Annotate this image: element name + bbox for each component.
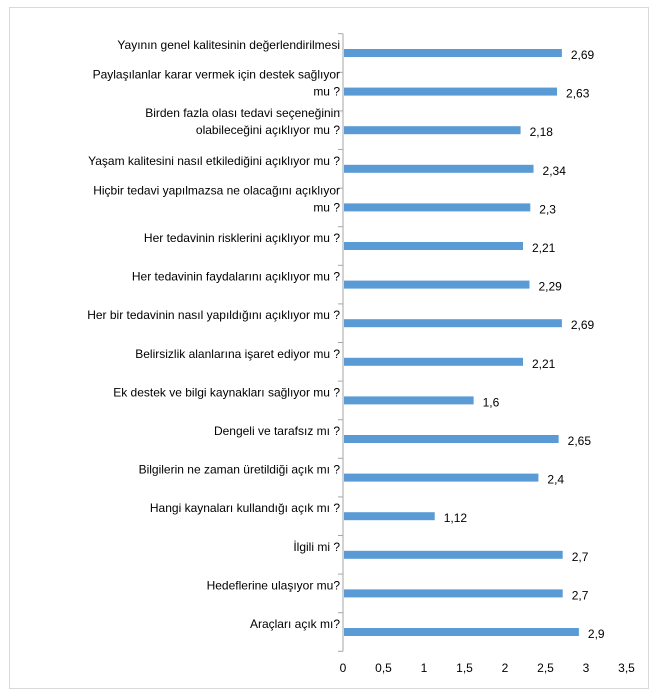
bar [344,396,474,405]
bar [344,242,524,250]
bar [344,628,579,636]
value-label: 2,18 [530,125,554,139]
x-tick-label: 1 [421,661,428,675]
category-label: Her bir tedavinin nasıl yapıldığını açık… [87,308,340,322]
bar [344,589,563,598]
bar [344,203,531,212]
category-label: Her tedavinin risklerini açıklıyor mu ? [144,231,340,245]
bar [344,164,534,173]
category-label: İlgili mi ? [293,540,340,554]
value-label: 2,65 [568,434,592,448]
category-label: Bilgilerin ne zaman üretildiği açık mı ? [139,463,341,477]
category-label: Paylaşılanlar karar vermek için destek s… [93,68,340,82]
category-label: Birden fazla olası tedavi seçeneğinin [145,106,340,120]
category-label: Dengeli ve tarafsız mı ? [214,424,340,438]
bar [344,126,521,135]
x-tick-label: 0,5 [375,661,392,675]
category-labels-group: Yayının genel kalitesinin değerlendirilm… [87,38,340,631]
category-label: Ek destek ve bilgi kaynakları sağlıyor m… [113,385,340,399]
x-tick-label: 3,5 [618,661,635,675]
chart-frame: Yayının genel kalitesinin değerlendirilm… [9,7,649,689]
bar [344,319,562,328]
x-tick-label: 0 [340,661,347,675]
category-label: Araçları açık mı? [250,617,340,631]
x-tick-label: 1,5 [456,661,473,675]
value-label: 2,69 [571,318,595,332]
value-label: 2,9 [588,627,605,641]
bar [344,512,435,521]
value-label: 1,6 [483,395,500,409]
x-tick-labels-group: 0 0,5 1 1,5 2 2,5 3 3,5 [340,661,636,675]
bar [344,435,559,443]
category-label: Yaşam kalitesini nasıl etkilediğini açık… [88,154,340,168]
value-label: 2,21 [532,357,556,371]
value-label: 2,7 [572,588,589,602]
category-label: Hiçbir tedavi yapılmazsa ne olacağını aç… [93,183,340,197]
bar [344,550,563,559]
y-axis-group [338,33,344,652]
value-label: 2,29 [538,280,562,294]
category-label: Belirsizlik alanlarına işaret ediyor mu … [135,347,340,361]
x-tick-label: 3 [583,661,590,675]
category-label: mu ? [313,85,340,99]
value-label: 2,7 [572,550,589,564]
value-label: 2,21 [532,241,556,255]
bar [344,87,558,96]
category-label: Her tedavinin faydalarını açıklıyor mu ? [132,270,340,284]
category-label: Hangi kaynaları kullandığı açık mı ? [150,501,340,515]
category-label: Yayının genel kalitesinin değerlendirilm… [117,38,340,52]
bar [344,49,562,57]
bar [344,280,530,289]
value-labels-group: 2,69 2,63 2,18 2,34 2,3 2,21 2,29 2,69 2,21 1,6 2,… [444,48,605,641]
category-label: Hedeflerine ulaşıyor mu? [207,578,341,592]
value-label: 2,69 [571,48,595,62]
bar [344,473,539,482]
value-label: 2,63 [566,87,590,101]
x-tick-label: 2 [502,661,509,675]
value-label: 2,4 [547,473,564,487]
category-label: mu ? [313,200,340,214]
bar [344,357,524,366]
bars-group [344,49,579,636]
value-label: 2,34 [543,164,567,178]
value-label: 1,12 [444,511,468,525]
value-label: 2,3 [539,202,556,216]
horizontal-bar-chart: Yayının genel kalitesinin değerlendirilm… [87,33,636,675]
x-tick-label: 2,5 [537,661,554,675]
category-label: olabileceğini açıklıyor mu ? [196,123,340,137]
